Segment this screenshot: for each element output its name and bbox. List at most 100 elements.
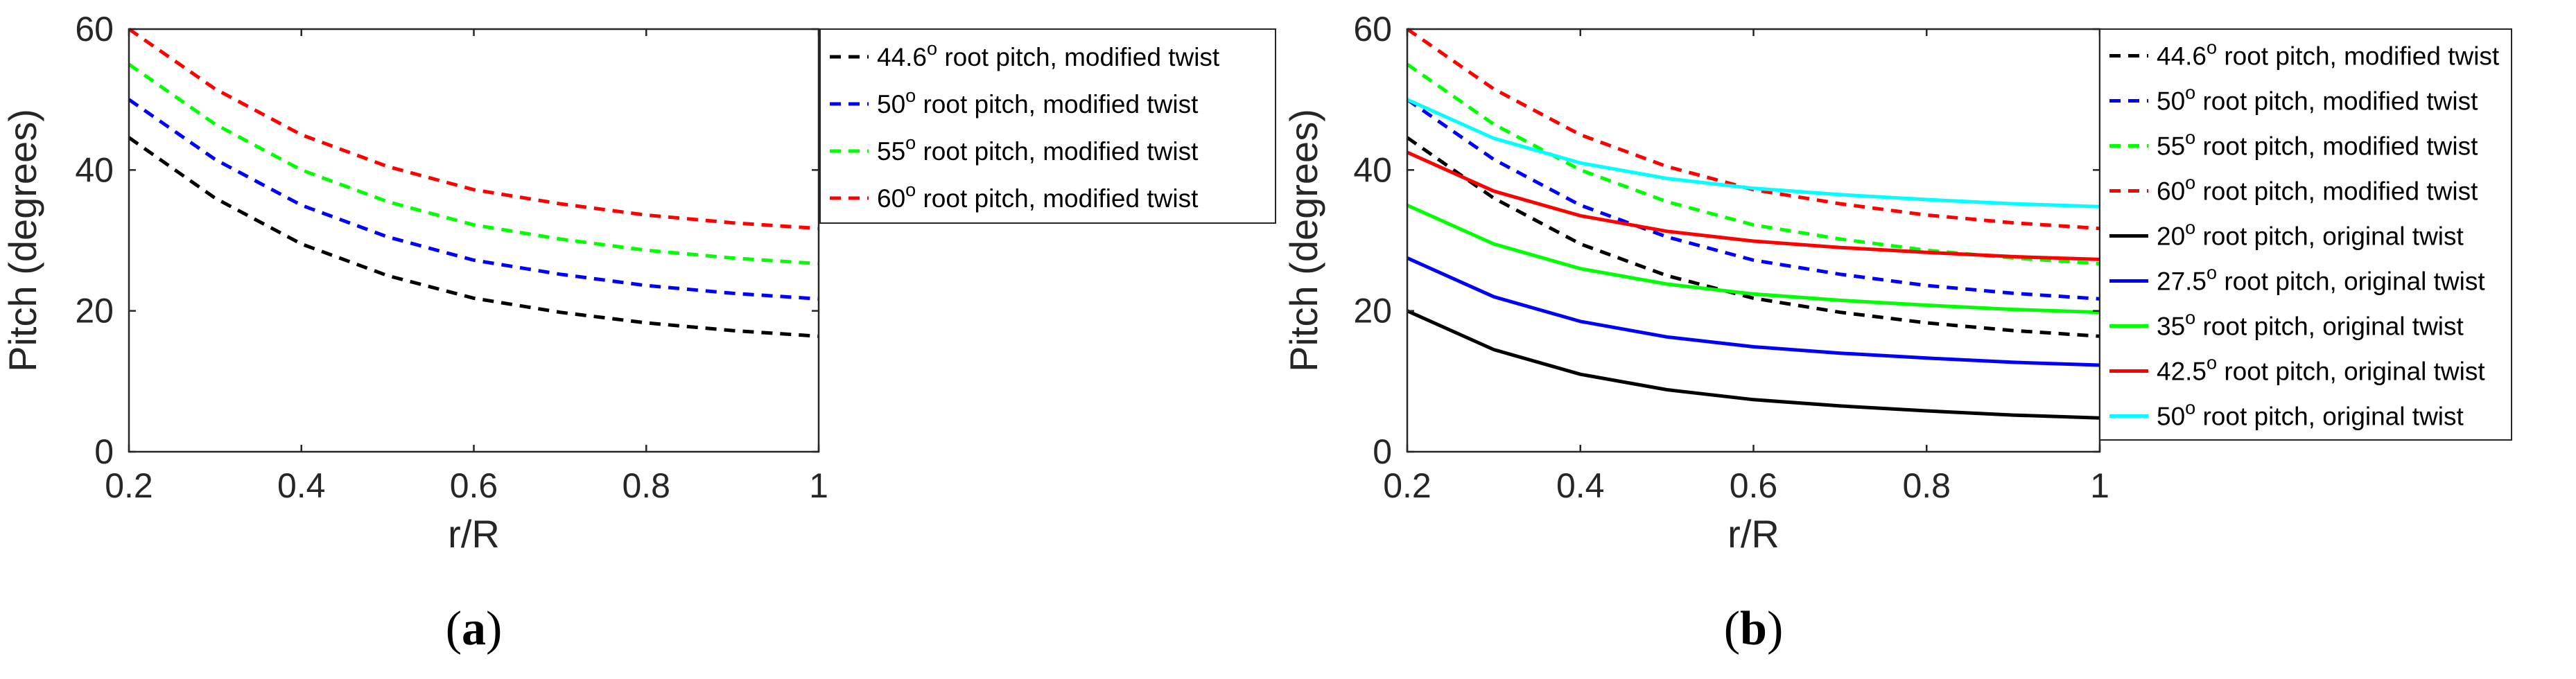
caption-open: ( (446, 602, 462, 655)
legend-degree-sup: o (905, 85, 916, 106)
y-tick-label: 20 (1353, 292, 1392, 330)
series-line-2 (128, 62, 819, 266)
legend-entry-0: 44.6o root pitch, modified twist (877, 38, 1220, 71)
legend-degree-sup: o (2207, 353, 2217, 373)
series-line-5 (1406, 256, 2100, 367)
series-line-0 (1406, 136, 2100, 338)
x-tick-label: 0.8 (622, 466, 670, 505)
legend-value: 55 (877, 137, 905, 166)
x-tick-label: 0.6 (450, 466, 498, 505)
legend-value: 60 (2157, 177, 2185, 206)
y-tick-label: 40 (1353, 150, 1392, 189)
legend-entry-2: 55o root pitch, modified twist (2157, 127, 2478, 161)
legend-label: root pitch, original twist (2195, 222, 2464, 251)
legend-label: root pitch, original twist (2195, 403, 2464, 431)
panel-caption: (b) (1724, 602, 1784, 655)
legend-value: 60 (877, 184, 905, 213)
legend-entry-3: 60o root pitch, modified twist (877, 179, 1199, 213)
series-line-3 (128, 27, 819, 231)
legend-label: root pitch, modified twist (2195, 87, 2478, 116)
legend-entry-6: 35o root pitch, original twist (2157, 308, 2464, 341)
legend-label: root pitch, original twist (2217, 267, 2485, 296)
y-tick-label: 60 (75, 10, 114, 48)
legend-value: 42.5 (2157, 358, 2207, 386)
caption-close: ) (486, 602, 502, 655)
legend-degree-sup: o (2185, 398, 2195, 418)
legend-value: 44.6 (2157, 42, 2207, 71)
x-tick-label: 0.4 (1556, 466, 1605, 505)
legend-value: 27.5 (2157, 267, 2207, 296)
legend-entry-4: 20o root pitch, original twist (2157, 218, 2464, 251)
series-line-0 (128, 136, 819, 338)
legend-degree-sup: o (2185, 218, 2195, 238)
series-line-7 (1406, 150, 2100, 261)
legend-label: root pitch, original twist (2217, 358, 2485, 386)
legend-degree-sup: o (2185, 173, 2195, 193)
y-tick-label: 0 (94, 432, 114, 471)
x-axis-label: r/R (448, 512, 500, 556)
legend-label: root pitch, modified twist (916, 90, 1199, 118)
legend-entry-8: 50o root pitch, original twist (2157, 398, 2464, 431)
x-tick-label: 1 (2090, 466, 2109, 505)
series-line-1 (1406, 98, 2100, 301)
legend-box (819, 28, 1276, 224)
series-line-4 (1406, 309, 2100, 420)
x-tick-label: 0.6 (1730, 466, 1778, 505)
caption-letter: a (462, 602, 486, 655)
legend-label: root pitch, modified twist (916, 184, 1199, 213)
plot-area (129, 29, 819, 452)
chart-panel-a: 0.2 0.4 0.6 0.8 1 0 20 40 60 r/R Pitch (degrees) 44… (1, 10, 1276, 655)
legend-label: root pitch, modified twist (2195, 132, 2478, 161)
legend-entry-5: 27.5o root pitch, original twist (2157, 263, 2485, 296)
series-line-8 (1406, 98, 2100, 209)
legend-box (2099, 28, 2512, 441)
x-tick-label: 0.2 (105, 466, 153, 505)
caption-close: ) (1767, 602, 1783, 655)
legend-label: root pitch, modified twist (2195, 177, 2478, 206)
caption-open: ( (1724, 602, 1740, 655)
legend-value: 35 (2157, 312, 2185, 341)
legend-value: 50 (2157, 403, 2185, 431)
legend-degree-sup: o (2207, 263, 2217, 283)
x-tick-label: 1 (809, 466, 828, 505)
y-axis-label: Pitch (degrees) (1282, 109, 1325, 372)
legend-value: 44.6 (877, 43, 927, 71)
legend-entry-7: 42.5o root pitch, original twist (2157, 353, 2485, 386)
legend-degree-sup: o (2185, 82, 2195, 103)
legend-value: 50 (877, 90, 905, 118)
y-tick-label: 0 (1373, 432, 1392, 471)
caption-letter: b (1740, 602, 1767, 655)
x-axis-label: r/R (1728, 512, 1779, 556)
legend-entry-1: 50o root pitch, modified twist (2157, 82, 2478, 116)
legend-entry-1: 50o root pitch, modified twist (877, 85, 1199, 118)
series-line-1 (128, 98, 819, 301)
series-line-6 (1406, 203, 2100, 315)
legend-value: 50 (2157, 87, 2185, 116)
y-tick-label: 20 (75, 292, 114, 330)
legend-label: root pitch, modified twist (916, 137, 1199, 166)
chart-panel-b: 0.2 0.4 0.6 0.8 1 0 20 40 60 r/R Pitch (degrees) 44… (1282, 10, 2512, 655)
y-tick-label: 40 (75, 150, 114, 189)
legend-label: root pitch, modified twist (937, 43, 1220, 71)
legend-degree-sup: o (905, 179, 916, 200)
legend-entry-2: 55o root pitch, modified twist (877, 132, 1199, 166)
legend-entry-0: 44.6o root pitch, modified twist (2157, 37, 2500, 71)
x-tick-label: 0.2 (1383, 466, 1431, 505)
legend-label: root pitch, modified twist (2217, 42, 2500, 71)
legend-value: 55 (2157, 132, 2185, 161)
legend-degree-sup: o (2207, 37, 2217, 58)
legend-value: 20 (2157, 222, 2185, 251)
y-axis-label: Pitch (degrees) (1, 109, 44, 372)
legend-entry-3: 60o root pitch, modified twist (2157, 173, 2478, 206)
panel-caption: (a) (446, 602, 503, 655)
x-tick-label: 0.4 (277, 466, 326, 505)
legend-degree-sup: o (927, 38, 937, 59)
y-tick-label: 60 (1353, 10, 1392, 48)
legend-degree-sup: o (905, 132, 916, 153)
x-tick-label: 0.8 (1902, 466, 1951, 505)
legend-degree-sup: o (2185, 127, 2195, 148)
legend-label: root pitch, original twist (2195, 312, 2464, 341)
